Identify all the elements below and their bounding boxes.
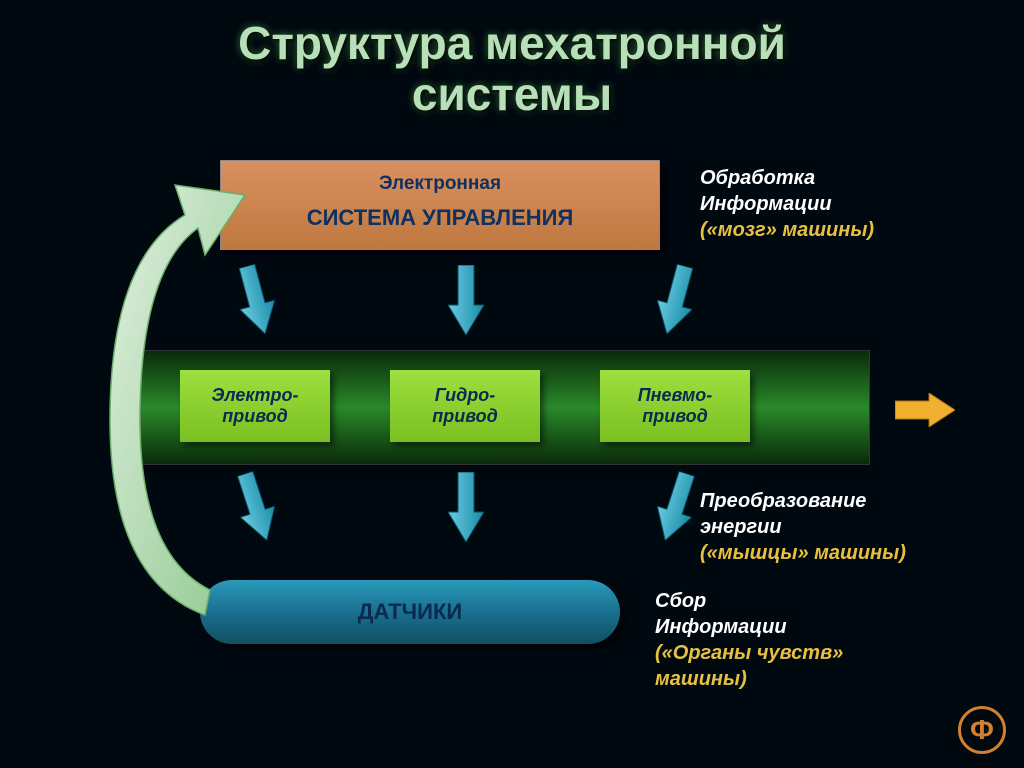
control-line1: Электронная xyxy=(221,173,659,195)
drive2-line2: привод xyxy=(390,406,540,427)
logo-icon: Ф xyxy=(958,706,1006,754)
logo-symbol: Ф xyxy=(970,714,994,746)
drive-pneumo: Пневмо- привод xyxy=(600,370,750,442)
l2b: энергии xyxy=(700,514,906,540)
drive2-line1: Гидро- xyxy=(390,385,540,406)
label-collection: Сбор Информации («Органы чувств» машины) xyxy=(655,588,843,692)
arrow-bot-3 xyxy=(648,468,704,546)
sensors-label: ДАТЧИКИ xyxy=(358,599,462,625)
l1c: («мозг» машины) xyxy=(700,217,874,243)
l2c: («мышцы» машины) xyxy=(700,540,906,566)
feedback-arrow xyxy=(90,160,250,630)
l3b: Информации xyxy=(655,614,843,640)
arrow-bot-2 xyxy=(448,472,484,542)
drive-hydro: Гидро- привод xyxy=(390,370,540,442)
arrow-top-2 xyxy=(448,265,484,335)
control-system-box: Электронная СИСТЕМА УПРАВЛЕНИЯ xyxy=(220,160,660,250)
drive3-line2: привод xyxy=(600,406,750,427)
control-line2: СИСТЕМА УПРАВЛЕНИЯ xyxy=(221,205,659,231)
sensors-box: ДАТЧИКИ xyxy=(200,580,620,644)
title-line1: Структура мехатронной xyxy=(0,18,1024,69)
label-energy: Преобразование энергии («мышцы» машины) xyxy=(700,488,906,566)
l1a: Обработка xyxy=(700,165,874,191)
l3c: («Органы чувств» xyxy=(655,640,843,666)
title-line2: системы xyxy=(0,69,1024,120)
label-processing: Обработка Информации («мозг» машины) xyxy=(700,165,874,243)
l3a: Сбор xyxy=(655,588,843,614)
drive3-line1: Пневмо- xyxy=(600,385,750,406)
main-title: Структура мехатронной системы xyxy=(0,0,1024,119)
arrow-top-3 xyxy=(650,262,703,339)
l1b: Информации xyxy=(700,191,874,217)
l3d: машины) xyxy=(655,666,843,692)
output-arrow xyxy=(895,393,955,427)
l2a: Преобразование xyxy=(700,488,906,514)
